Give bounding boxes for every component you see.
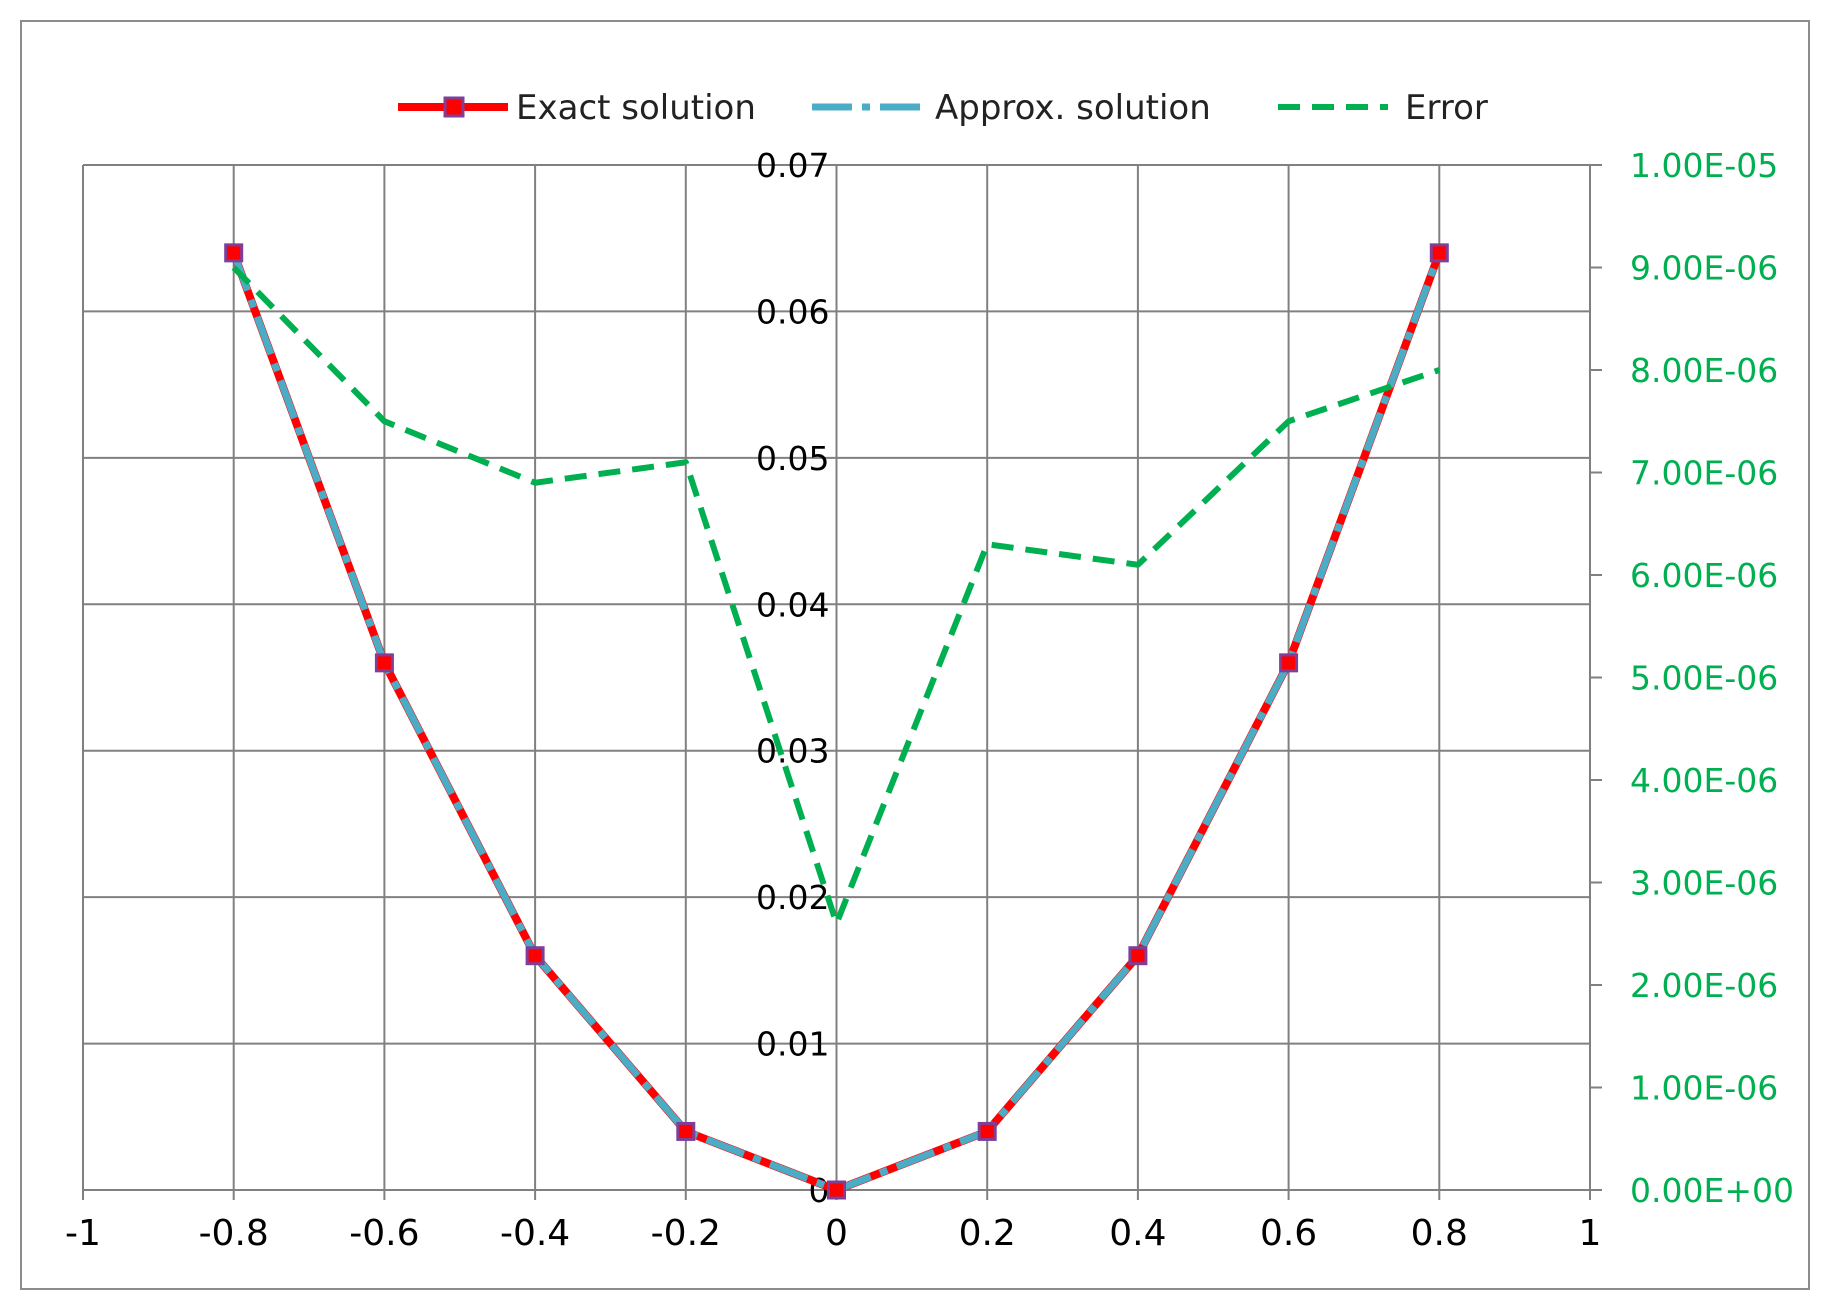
x-tick-label: -0.8 [199,1213,269,1254]
chart-frame [20,20,1810,1290]
legend-error-label: Error [1405,88,1488,128]
y-tick-label: 0.04 [756,585,829,624]
exact-solution-marker [1279,653,1299,673]
x-tick-label: 0.4 [1109,1213,1166,1254]
x-tick-label: 0 [825,1213,848,1254]
exact-solution-marker [977,1121,997,1141]
y-tick-label: 0.02 [756,878,829,917]
exact-solution-marker [1128,946,1148,966]
x-tick-label: -1 [65,1213,101,1254]
series-group [224,243,1449,1200]
exact-solution-marker [525,946,545,966]
y2-tick-label: 8.00E-06 [1630,351,1778,390]
y2-tick-label: 3.00E-06 [1630,864,1778,903]
y-tick-label: 0.07 [756,146,829,185]
y-tick-label: 0.06 [756,292,829,331]
y2-tick-label: 7.00E-06 [1630,454,1778,493]
y2-tick-label: 1.00E-05 [1630,146,1778,185]
y2-axis-ticks: 0.00E+00 1.00E-06 2.00E-06 3.00E-06 4.00E-06… [1590,146,1794,1210]
y2-tick-label: 6.00E-06 [1630,556,1778,595]
x-tick-label: -0.6 [349,1213,419,1254]
y-tick-label: 0.05 [756,439,829,478]
x-tick-label: 0.8 [1411,1213,1468,1254]
y2-tick-label: 5.00E-06 [1630,659,1778,698]
y2-tick-label: 4.00E-06 [1630,761,1778,800]
grid [82,164,1591,1200]
y-axis-ticks: 00.010.020.030.040.050.060.07 [756,146,829,1210]
exact-solution-marker [1429,243,1449,263]
y2-tick-label: 2.00E-06 [1630,966,1778,1005]
series-error-line [231,265,1441,927]
y-tick-label: 0.01 [756,1025,829,1064]
legend-exact-solution-marker [443,96,465,118]
x-tick-label: 1 [1579,1213,1602,1254]
legend-approx-solution-label: Approx. solution [935,88,1211,128]
y2-tick-label: 1.00E-06 [1630,1069,1778,1108]
exact-solution-marker [224,243,244,263]
x-tick-label: 0.2 [959,1213,1016,1254]
x-axis-ticks: -1 -0.8 -0.6 -0.4 -0.2 0 0.2 0.4 0.6 0.8 1 [65,1213,1601,1254]
y2-tick-label: 9.00E-06 [1630,249,1778,288]
x-tick-label: -0.4 [500,1213,570,1254]
y-tick-label: 0.03 [756,732,829,771]
legend: Exact solution Approx. solution Error [398,88,1488,128]
exact-solution-marker [374,653,394,673]
exact-solution-marker [827,1180,846,1200]
y2-tick-label: 0.00E+00 [1630,1171,1794,1210]
exact-solution-marker [676,1121,696,1141]
x-tick-label: -0.2 [651,1213,721,1254]
legend-exact-solution-label: Exact solution [516,88,756,128]
x-tick-label: 0.6 [1260,1213,1317,1254]
